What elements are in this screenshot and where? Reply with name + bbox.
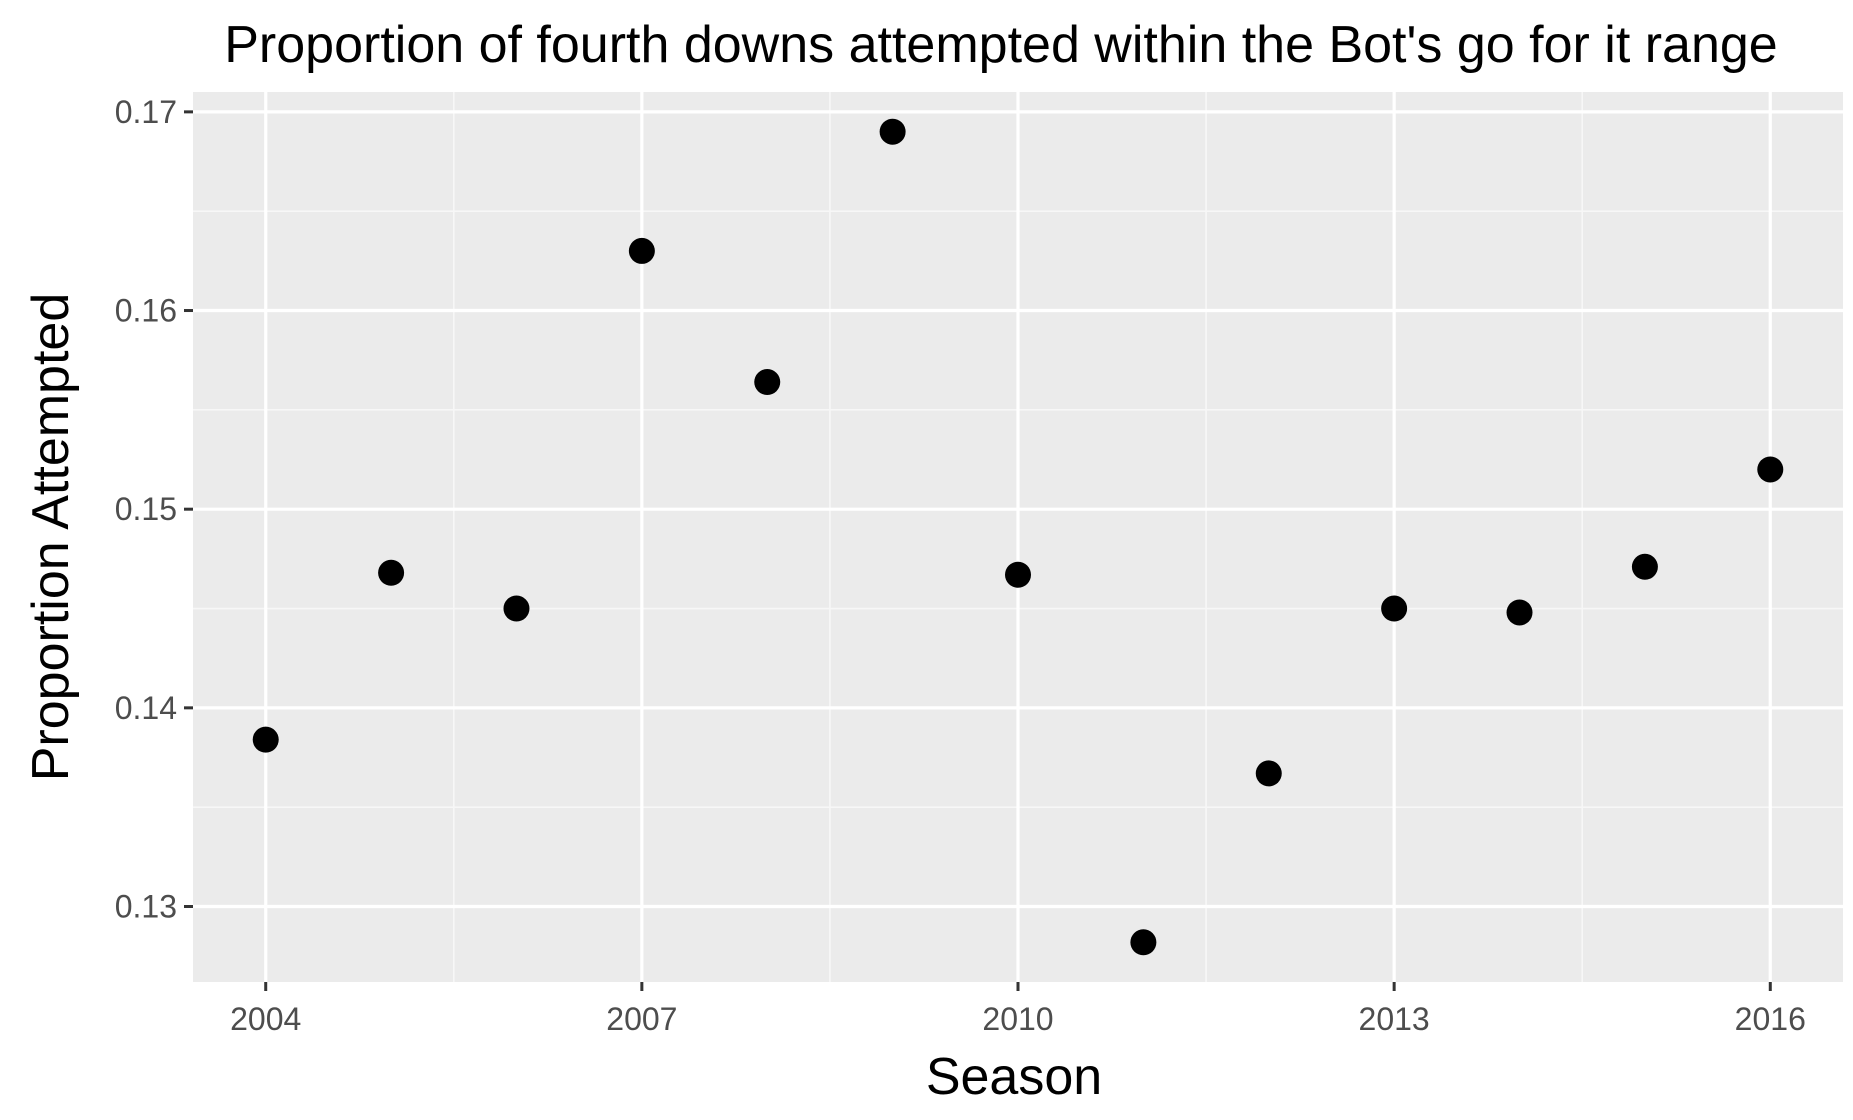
data-point <box>1381 595 1408 622</box>
x-axis-tick-labels: 2004 2007 2010 2013 2016 <box>230 1001 1806 1037</box>
data-point <box>1757 456 1784 483</box>
y-tick-label: 0.14 <box>115 690 177 726</box>
major-grid <box>193 92 1843 982</box>
x-tick-label: 2007 <box>606 1001 677 1037</box>
x-tick-label: 2016 <box>1735 1001 1806 1037</box>
data-point <box>1130 929 1157 956</box>
y-tick-label: 0.17 <box>115 94 177 130</box>
y-tick-label: 0.15 <box>115 491 177 527</box>
data-point <box>378 559 405 586</box>
chart-title: Proportion of fourth downs attempted wit… <box>224 16 1777 74</box>
data-point <box>1255 760 1282 787</box>
y-tick-label: 0.16 <box>115 293 177 329</box>
data-point <box>754 369 781 396</box>
y-axis-tick-labels: 0.13 0.14 0.15 0.16 0.17 <box>115 94 177 925</box>
data-point <box>628 237 655 264</box>
x-tick-label: 2010 <box>982 1001 1053 1037</box>
axis-ticks <box>184 110 1772 991</box>
y-axis-title: Proportion Attempted <box>22 293 80 782</box>
data-point <box>503 595 530 622</box>
data-point <box>879 118 906 145</box>
data-point <box>1631 553 1658 580</box>
data-point <box>1005 561 1031 588</box>
y-tick-label: 0.13 <box>115 889 177 925</box>
x-tick-label: 2013 <box>1359 1001 1430 1037</box>
x-axis-title: Season <box>926 1048 1102 1106</box>
data-point <box>252 726 279 753</box>
data-point <box>1506 599 1533 626</box>
data-points <box>252 118 1784 956</box>
x-tick-label: 2004 <box>230 1001 301 1037</box>
